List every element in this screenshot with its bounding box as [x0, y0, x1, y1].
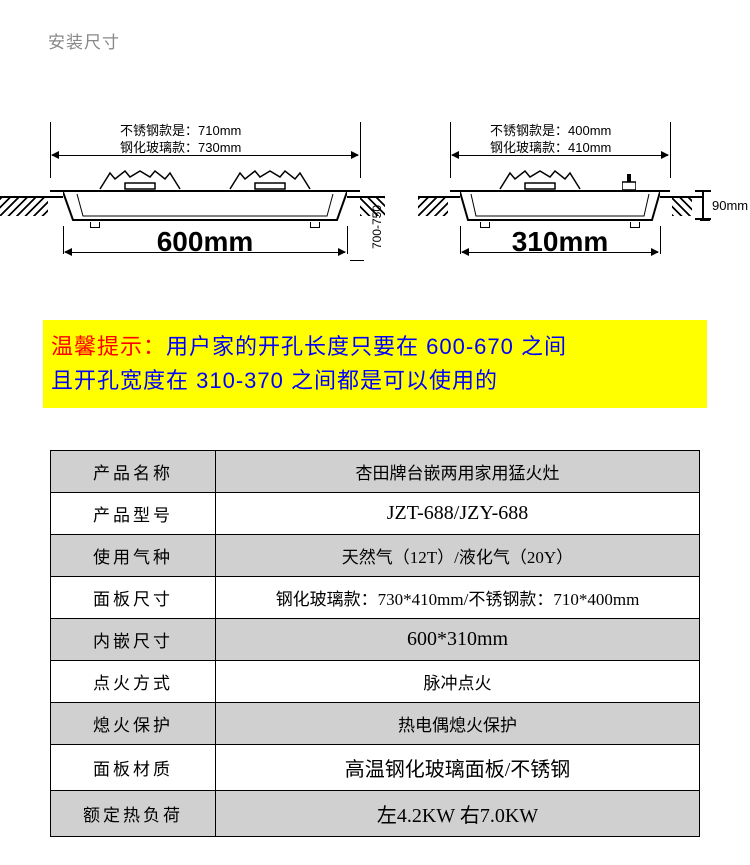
- burner-left-icon: [95, 167, 185, 191]
- spec-label: 产品型号: [51, 493, 216, 535]
- spec-value: 天然气（12T）/液化气（20Y）: [216, 535, 700, 577]
- left-label-glass: 钢化玻璃款：730mm: [120, 137, 241, 156]
- right-label-glass: 钢化玻璃款：410mm: [490, 137, 611, 156]
- spec-label: 产品名称: [51, 451, 216, 493]
- notice-box: 温馨提示：用户家的开孔长度只要在 600-670 之间 且开孔宽度在 310-3…: [43, 320, 707, 408]
- spec-value: 钢化玻璃款：730*410mm/不锈钢款：710*400mm: [216, 577, 700, 619]
- spec-table: 产品名称杏田牌台嵌两用家用猛火灶产品型号JZT-688/JZY-688使用气种天…: [50, 450, 700, 837]
- table-row: 额定热负荷左4.2KW 右7.0KW: [51, 791, 700, 837]
- depth-range: 700-750: [370, 205, 384, 249]
- spec-label: 点火方式: [51, 661, 216, 703]
- spec-value: 杏田牌台嵌两用家用猛火灶: [216, 451, 700, 493]
- knob-icon: [622, 174, 636, 190]
- burner-right-icon: [225, 167, 315, 191]
- table-row: 点火方式脉冲点火: [51, 661, 700, 703]
- page-title: 安装尺寸: [48, 28, 120, 53]
- spec-label: 面板尺寸: [51, 577, 216, 619]
- table-row: 产品名称杏田牌台嵌两用家用猛火灶: [51, 451, 700, 493]
- spec-value: 高温钢化玻璃面板/不锈钢: [216, 745, 700, 791]
- table-row: 使用气种天然气（12T）/液化气（20Y）: [51, 535, 700, 577]
- right-cutout-dim: 310mm: [460, 226, 660, 258]
- notice-line2: 且开孔宽度在 310-370 之间都是可以使用的: [51, 368, 498, 393]
- spec-label: 内嵌尺寸: [51, 619, 216, 661]
- spec-label: 使用气种: [51, 535, 216, 577]
- spec-value: 600*310mm: [216, 619, 700, 661]
- table-row: 产品型号JZT-688/JZY-688: [51, 493, 700, 535]
- dimension-diagram: 不锈钢款是：710mm 钢化玻璃款：730mm 600mm 700-750 不锈…: [0, 100, 750, 290]
- spec-value: JZT-688/JZY-688: [216, 493, 700, 535]
- spec-label: 面板材质: [51, 745, 216, 791]
- table-row: 面板尺寸钢化玻璃款：730*410mm/不锈钢款：710*400mm: [51, 577, 700, 619]
- notice-prefix: 温馨提示：: [51, 334, 166, 359]
- table-row: 内嵌尺寸600*310mm: [51, 619, 700, 661]
- height-dim: 90mm: [712, 198, 748, 213]
- spec-value: 热电偶熄火保护: [216, 703, 700, 745]
- notice-line1: 用户家的开孔长度只要在 600-670 之间: [166, 334, 567, 359]
- spec-label: 额定热负荷: [51, 791, 216, 837]
- left-cutout-dim: 600mm: [63, 226, 347, 258]
- spec-label: 熄火保护: [51, 703, 216, 745]
- table-row: 面板材质高温钢化玻璃面板/不锈钢: [51, 745, 700, 791]
- side-burner-icon: [495, 167, 585, 191]
- spec-value: 脉冲点火: [216, 661, 700, 703]
- table-row: 熄火保护热电偶熄火保护: [51, 703, 700, 745]
- spec-value: 左4.2KW 右7.0KW: [216, 791, 700, 837]
